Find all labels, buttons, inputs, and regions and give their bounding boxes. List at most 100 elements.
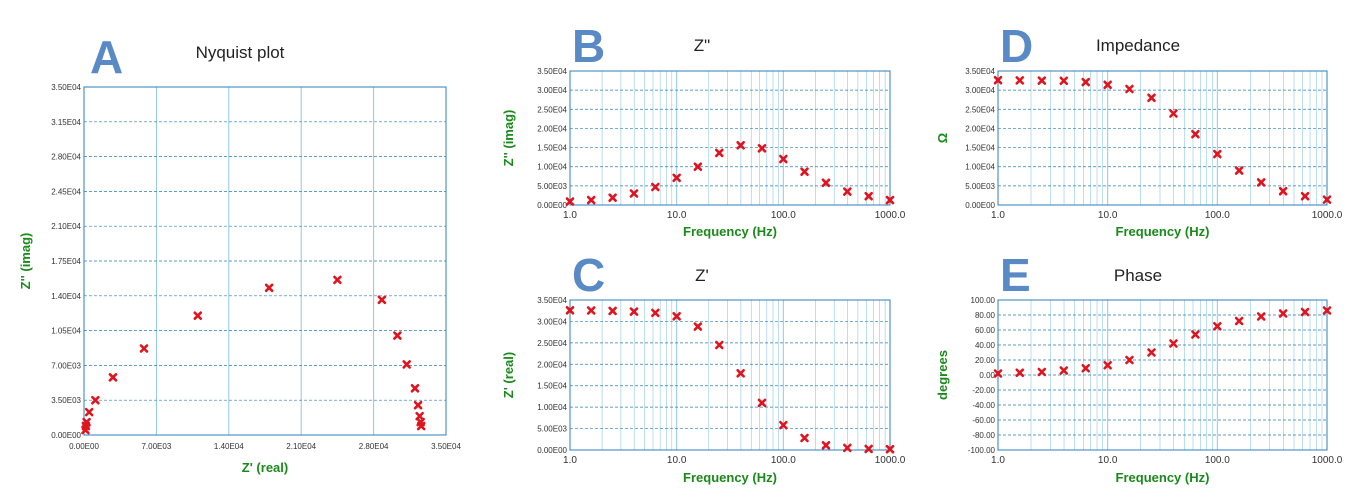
- y-tick-label: 3.15E04: [51, 118, 81, 127]
- data-point: [565, 197, 575, 206]
- y-tick-label: 1.00E04: [537, 403, 567, 412]
- plot-frame: [569, 70, 891, 206]
- panel-letter: E: [1000, 249, 1031, 301]
- data-point: [1234, 166, 1244, 175]
- data-point: [402, 360, 411, 369]
- panel-e: -100.00 -80.00 -60.00 -40.00 -20.00 0.00 20.00…: [935, 249, 1343, 485]
- x-tick-label: 10.0: [667, 455, 687, 466]
- y-tick-label: 2.45E04: [51, 187, 81, 196]
- chart-title: Z": [694, 36, 710, 55]
- data-point: [779, 420, 788, 430]
- data-point: [1059, 76, 1069, 86]
- data-point: [1081, 77, 1091, 87]
- data-point: [1191, 330, 1200, 339]
- chart-title: Nyquist plot: [196, 43, 285, 62]
- data-point: [714, 340, 724, 350]
- data-point: [1278, 309, 1288, 318]
- data-point: [1278, 186, 1288, 196]
- data-point: [264, 283, 274, 293]
- data-point: [84, 407, 94, 417]
- data-point: [413, 400, 423, 410]
- data-point: [885, 444, 895, 454]
- y-tick-label: 100.00: [971, 296, 996, 305]
- data-point: [993, 369, 1003, 378]
- data-point: [1322, 306, 1332, 315]
- data-point: [843, 187, 852, 196]
- y-tick-label: 5.00E03: [537, 425, 567, 434]
- y-tick-label: 20.00: [975, 356, 996, 365]
- y-tick-label: -80.00: [972, 431, 995, 440]
- y-tick-label: 5.00E03: [537, 182, 567, 191]
- data-point: [864, 191, 873, 201]
- y-axis-label: Z'' (imag): [501, 110, 516, 167]
- data-point: [410, 383, 420, 393]
- x-axis-label: Frequency (Hz): [1116, 470, 1210, 485]
- data-point: [415, 411, 424, 421]
- data-point: [993, 75, 1003, 85]
- data-point: [1169, 339, 1178, 348]
- data-point: [843, 443, 852, 453]
- x-tick-label: 1.0: [991, 210, 1005, 221]
- x-tick-label: 100.0: [1205, 455, 1230, 466]
- panel-d: 0.00E00 5.00E03 1.00E04 1.50E04 2.00E04 2.50E…: [935, 20, 1343, 239]
- x-tick-label: 3.50E04: [431, 442, 461, 451]
- y-tick-label: 2.50E04: [965, 105, 995, 114]
- y-tick-label: 2.80E04: [51, 153, 81, 162]
- data-point: [1037, 76, 1047, 85]
- x-tick-label: 1000.0: [875, 210, 906, 221]
- y-tick-label: -40.00: [972, 401, 995, 410]
- y-tick-label: 0.00E00: [537, 201, 567, 210]
- data-point: [629, 307, 639, 316]
- data-point: [864, 444, 873, 454]
- data-point: [1213, 149, 1222, 159]
- y-axis-label: Ω: [935, 133, 950, 143]
- y-tick-label: 2.10E04: [51, 222, 81, 231]
- plot-frame: [83, 86, 447, 436]
- data-point: [672, 173, 681, 183]
- y-tick-label: 2.50E04: [537, 339, 567, 348]
- y-axis-label: Z'' (imag): [18, 233, 33, 290]
- data-point: [586, 195, 596, 205]
- y-tick-label: 3.50E04: [51, 83, 81, 92]
- panel-letter: C: [572, 249, 605, 301]
- chart-title: Impedance: [1096, 36, 1180, 55]
- data-point: [586, 306, 596, 315]
- y-tick-label: 7.00E03: [51, 361, 81, 370]
- y-axis-label: degrees: [935, 350, 950, 400]
- panel-letter: D: [1000, 20, 1033, 72]
- y-tick-label: 0.00E00: [965, 201, 995, 210]
- x-axis-label: Frequency (Hz): [683, 224, 777, 239]
- data-point: [139, 344, 149, 353]
- x-tick-label: 2.10E04: [286, 442, 316, 451]
- data-point: [1125, 84, 1134, 94]
- y-tick-label: 1.50E04: [537, 144, 567, 153]
- data-point: [193, 311, 203, 320]
- data-point: [565, 305, 575, 315]
- data-point: [377, 295, 387, 305]
- data-point: [1169, 109, 1178, 118]
- x-tick-label: 1.0: [563, 455, 577, 466]
- panel-b: 0.00E00 5.00E03 1.00E04 1.50E04 2.00E04 2.50E…: [501, 20, 906, 239]
- y-tick-label: 3.50E04: [537, 296, 567, 305]
- x-tick-label: 1.0: [563, 210, 577, 221]
- y-tick-label: 0.00E00: [51, 431, 81, 440]
- y-tick-label: 1.50E04: [537, 382, 567, 391]
- chart-title: Phase: [1114, 266, 1162, 285]
- y-tick-label: 0.00E00: [537, 446, 567, 455]
- data-point: [1015, 76, 1025, 85]
- data-point: [800, 433, 809, 443]
- x-tick-label: 1000.0: [1312, 210, 1343, 221]
- x-tick-label: 1000.0: [875, 455, 906, 466]
- y-tick-label: 40.00: [975, 341, 996, 350]
- y-tick-label: 5.00E03: [965, 182, 995, 191]
- data-point: [1103, 360, 1112, 370]
- y-tick-label: 3.00E04: [537, 86, 567, 95]
- y-tick-label: 2.00E04: [965, 124, 995, 133]
- y-tick-label: 1.40E04: [51, 292, 81, 301]
- x-tick-label: 100.0: [771, 210, 796, 221]
- y-tick-label: -60.00: [972, 416, 995, 425]
- x-tick-label: 7.00E03: [141, 442, 171, 451]
- data-point: [108, 373, 118, 382]
- data-point: [757, 144, 767, 153]
